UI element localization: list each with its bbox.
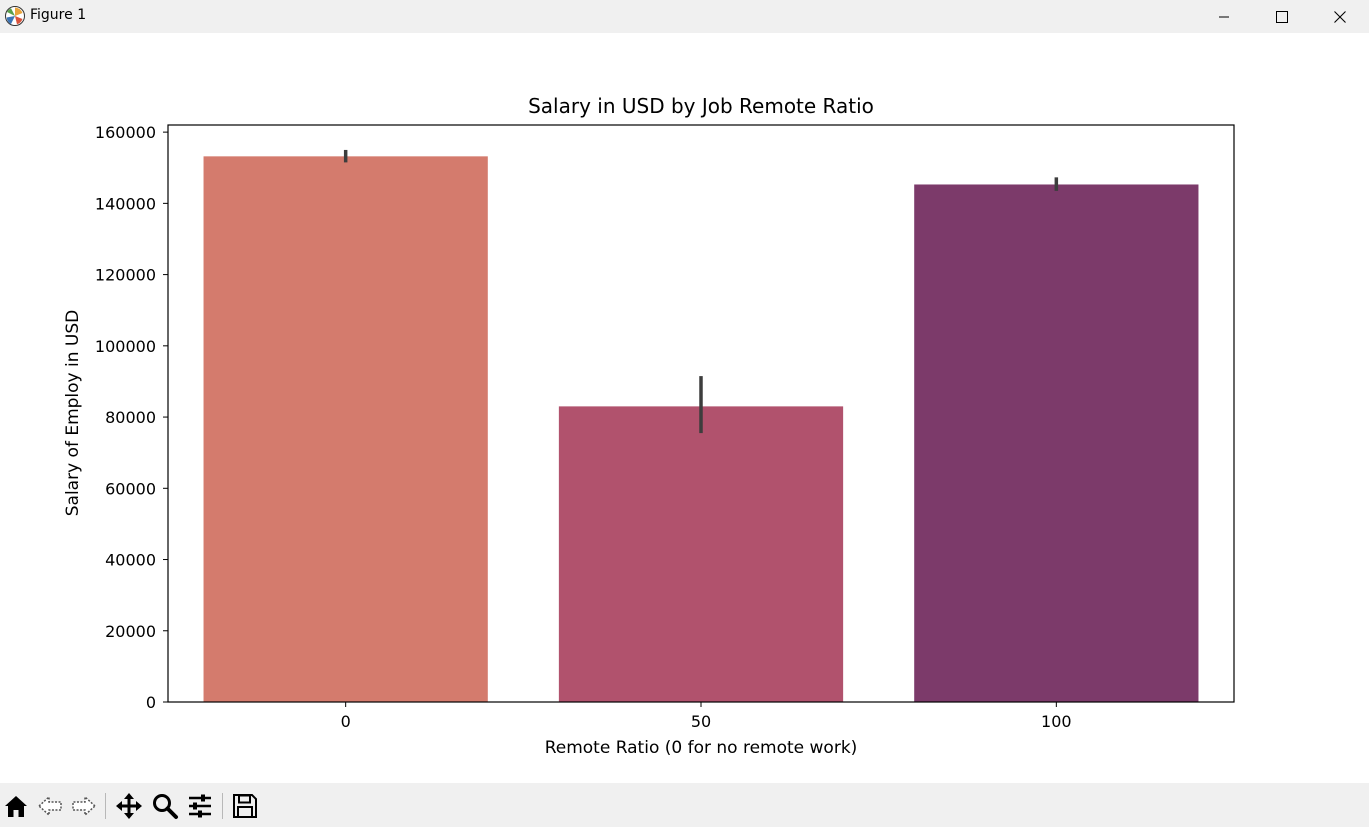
bar-100: [914, 184, 1199, 703]
y-tick-label: 100000: [95, 337, 156, 356]
y-axis-ticks: 0 20000 40000 60000 80000 100000 120000 140000 1…: [95, 123, 168, 712]
toolbar-separator: [222, 793, 223, 819]
save-floppy-icon: [233, 794, 257, 818]
y-tick-label: 160000: [95, 123, 156, 142]
bar-chart: 0 20000 40000 60000 80000 100000 120000 140000 1…: [63, 94, 1235, 758]
navigation-toolbar: [0, 783, 1369, 827]
x-axis-label: Remote Ratio (0 for no remote work): [545, 738, 858, 758]
x-tick-label: 50: [691, 712, 711, 731]
close-icon: [1334, 10, 1346, 23]
chart-title: Salary in USD by Job Remote Ratio: [528, 94, 874, 118]
zoom-button[interactable]: [149, 791, 181, 821]
close-button[interactable]: [1311, 0, 1369, 33]
back-arrow-icon: [37, 795, 62, 817]
y-tick-label: 120000: [95, 266, 156, 285]
zoom-magnifier-icon: [153, 794, 178, 819]
x-tick-label: 100: [1041, 712, 1072, 731]
home-button[interactable]: [0, 791, 32, 821]
window-title: Figure 1: [30, 7, 87, 23]
y-tick-label: 80000: [105, 408, 156, 427]
minimize-icon: [1219, 16, 1229, 17]
error-bars-layer: [343, 149, 1059, 434]
matplotlib-logo-icon: [5, 6, 25, 26]
pan-move-icon: [116, 793, 142, 819]
y-tick-label: 20000: [105, 622, 156, 641]
y-axis-label: Salary of Employ in USD: [63, 310, 83, 517]
configure-subplots-button[interactable]: [184, 791, 216, 821]
y-tick-label: 60000: [105, 479, 156, 498]
bar-50: [558, 406, 844, 702]
minimize-button[interactable]: [1195, 0, 1253, 33]
bar-0: [203, 156, 488, 702]
maximize-button[interactable]: [1253, 0, 1311, 33]
toolbar-separator: [105, 793, 106, 819]
forward-arrow-icon: [72, 795, 97, 817]
save-button[interactable]: [229, 791, 261, 821]
y-tick-label: 40000: [105, 551, 156, 570]
back-button[interactable]: [34, 791, 66, 821]
figure-canvas[interactable]: 0 20000 40000 60000 80000 100000 120000 140000 1…: [0, 33, 1369, 783]
pan-button[interactable]: [113, 791, 145, 821]
x-tick-label: 0: [341, 712, 351, 731]
x-axis-ticks: 0 50 100: [341, 702, 1072, 731]
forward-button[interactable]: [68, 791, 100, 821]
y-tick-label: 140000: [95, 194, 156, 213]
title-bar: Figure 1: [0, 0, 1369, 33]
maximize-icon: [1276, 10, 1288, 23]
bars-layer: [203, 156, 1199, 703]
y-tick-label: 0: [146, 693, 156, 712]
home-icon: [5, 796, 27, 817]
configure-subplots-icon: [189, 794, 211, 818]
